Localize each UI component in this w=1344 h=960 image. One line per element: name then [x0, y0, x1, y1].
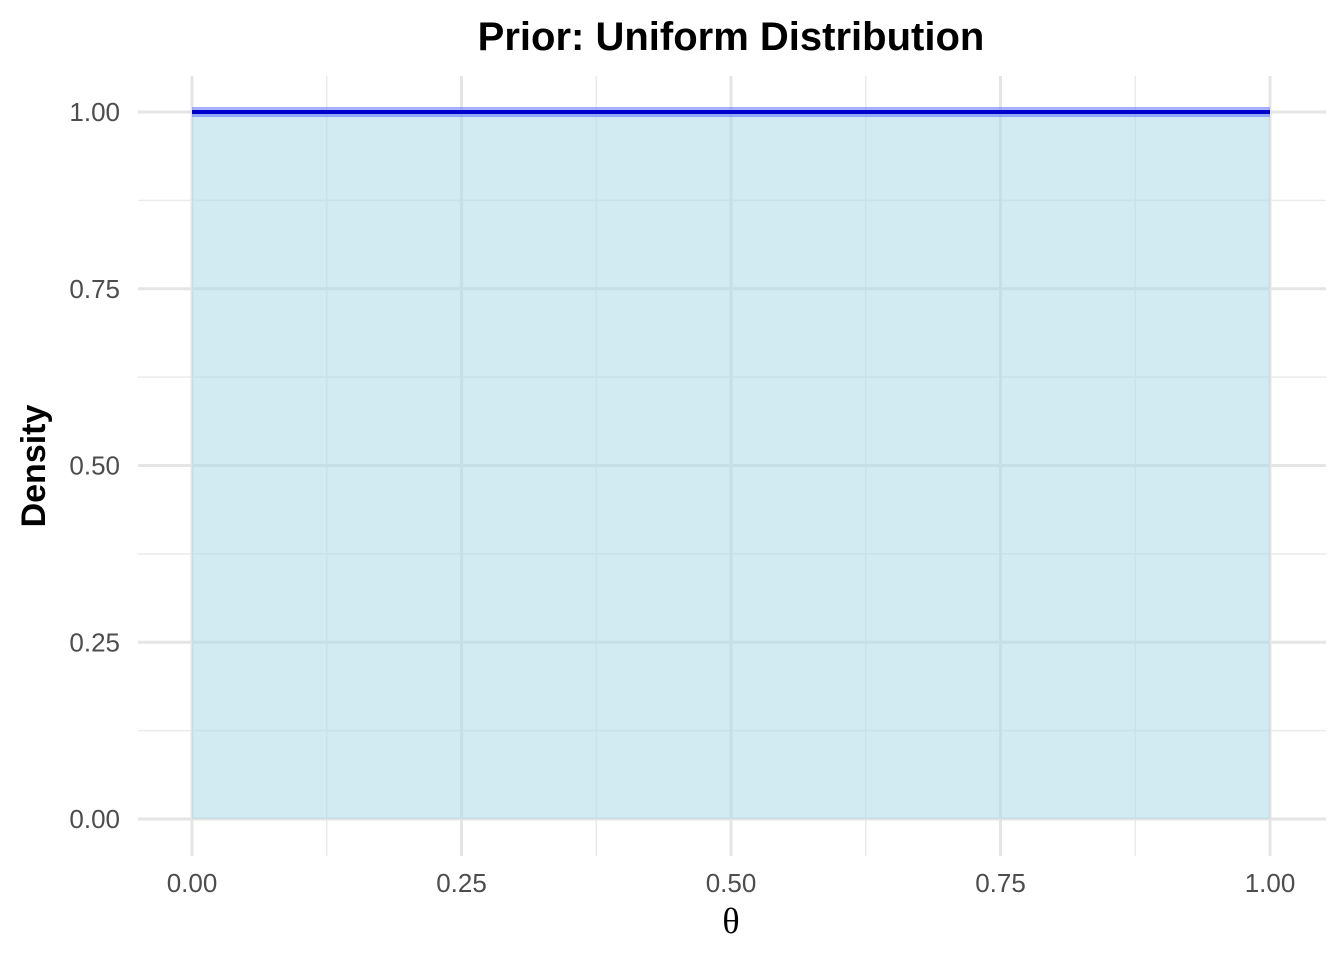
y-tick-labels: 0.00 0.25 0.50 0.75 1.00 [69, 97, 120, 834]
y-tick-label: 0.50 [69, 451, 120, 481]
y-axis-title: Density [15, 405, 53, 528]
x-tick-label: 0.50 [706, 868, 757, 898]
y-tick-label: 0.00 [69, 804, 120, 834]
y-tick-label: 0.25 [69, 627, 120, 657]
x-tick-label: 0.75 [975, 868, 1026, 898]
density-area [192, 112, 1270, 819]
x-tick-label: 0.00 [167, 868, 218, 898]
y-tick-label: 0.75 [69, 274, 120, 304]
x-axis-title: θ [722, 901, 739, 941]
chart-title: Prior: Uniform Distribution [478, 15, 985, 59]
density-area-layer [192, 112, 1270, 819]
x-tick-label: 0.25 [436, 868, 487, 898]
x-tick-label: 1.00 [1245, 868, 1296, 898]
y-tick-label: 1.00 [69, 97, 120, 127]
x-tick-labels: 0.00 0.25 0.50 0.75 1.00 [167, 868, 1296, 898]
